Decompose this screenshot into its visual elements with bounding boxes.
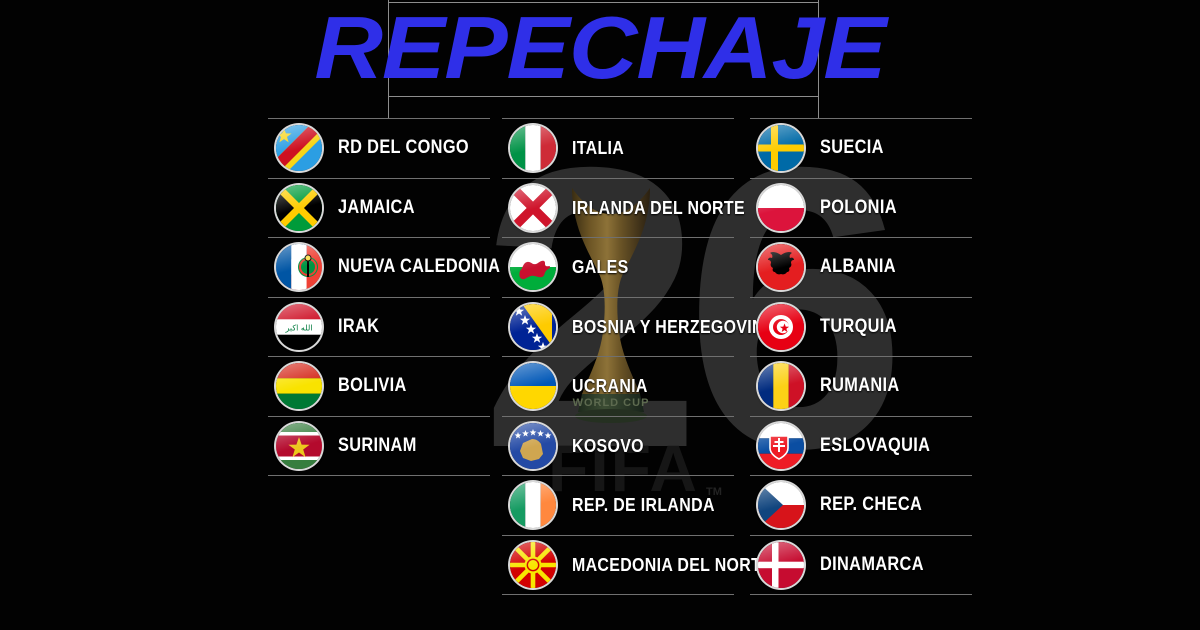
team-row[interactable]: الله اكبر IRAK: [268, 296, 490, 357]
team-name: IRAK: [338, 315, 380, 337]
team-name: MACEDONIA DEL NORTE: [572, 553, 773, 575]
team-column-1: RD DEL CONGO JAMAICA NUEVA CALEDONIA الله ا…: [268, 118, 500, 476]
title-rule-right: [818, 0, 819, 118]
team-name: ITALIA: [572, 137, 625, 159]
flag-icon-sr: [276, 422, 322, 469]
flag-icon-nir: [510, 184, 556, 231]
flag-icon-sk: [758, 422, 804, 469]
team-column-2: ITALIA IRLANDA DEL NORTE GALES BOSNIA Y HER…: [502, 118, 775, 595]
svg-text:الله اكبر: الله اكبر: [285, 323, 313, 332]
team-row[interactable]: MACEDONIA DEL NORTE: [502, 534, 772, 595]
team-name: RD DEL CONGO: [338, 137, 469, 159]
flag-icon-pl: [758, 184, 804, 231]
team-row[interactable]: TURQUIA: [750, 296, 972, 357]
team-row[interactable]: RUMANIA: [750, 356, 972, 416]
flag-icon-xk: [510, 422, 556, 469]
team-row[interactable]: POLONIA: [750, 177, 972, 238]
team-name: RUMANIA: [820, 375, 900, 397]
team-row[interactable]: DINAMARCA: [750, 534, 972, 595]
flag-icon-ie: [510, 482, 556, 529]
flag-icon-cz: [758, 482, 804, 529]
team-name: DINAMARCA: [820, 553, 924, 575]
team-row[interactable]: ALBANIA: [750, 237, 972, 297]
team-name: POLONIA: [820, 196, 897, 218]
team-row[interactable]: RD DEL CONGO: [268, 118, 490, 178]
team-row[interactable]: GALES: [502, 237, 734, 297]
team-name: KOSOVO: [572, 434, 644, 456]
team-name: NUEVA CALEDONIA: [338, 256, 501, 278]
team-column-3: SUECIA POLONIA ALBANIA TURQUIA RUMANIA ESLOVA…: [750, 118, 972, 595]
team-name: ALBANIA: [820, 256, 896, 278]
team-name: BOSNIA Y HERZEGOVINA: [572, 315, 776, 337]
flag-icon-bo: [276, 363, 322, 410]
team-name: REP. DE IRLANDA: [572, 494, 715, 516]
team-name: IRLANDA DEL NORTE: [572, 196, 745, 218]
team-row[interactable]: ESLOVAQUIA: [750, 415, 972, 476]
team-row[interactable]: UCRANIA: [502, 356, 734, 416]
flag-icon-se: [758, 125, 804, 172]
team-name: SUECIA: [820, 137, 884, 159]
team-name: REP. CHECA: [820, 494, 923, 516]
flag-icon-wal: [510, 244, 556, 291]
team-row[interactable]: BOSNIA Y HERZEGOVINA: [502, 296, 775, 357]
flag-icon-ba: [510, 303, 556, 350]
title-rule-left: [388, 0, 389, 118]
team-row[interactable]: ITALIA: [502, 118, 734, 178]
flag-icon-al: [758, 244, 804, 291]
team-row[interactable]: SUECIA: [750, 118, 972, 178]
flag-icon-ro: [758, 363, 804, 410]
page-title: REPECHAJE: [314, 0, 886, 97]
team-row[interactable]: BOLIVIA: [268, 356, 490, 416]
team-row[interactable]: NUEVA CALEDONIA: [268, 237, 500, 297]
flag-icon-cd: [276, 125, 322, 172]
flag-icon-jm: [276, 184, 322, 231]
team-row[interactable]: SURINAM: [268, 415, 490, 476]
flag-icon-it: [510, 125, 556, 172]
team-row[interactable]: REP. DE IRLANDA: [502, 475, 734, 535]
flag-icon-mk: [510, 541, 556, 588]
flag-icon-nc: [276, 244, 322, 291]
team-name: ESLOVAQUIA: [820, 434, 931, 456]
team-name: SURINAM: [338, 434, 417, 456]
team-name: JAMAICA: [338, 196, 415, 218]
flag-icon-iq: الله اكبر: [276, 303, 322, 350]
team-row[interactable]: IRLANDA DEL NORTE: [502, 177, 745, 238]
flag-icon-dk: [758, 541, 804, 588]
team-row[interactable]: JAMAICA: [268, 177, 490, 238]
flag-icon-ua: [510, 363, 556, 410]
qualification-board: RD DEL CONGO JAMAICA NUEVA CALEDONIA الله ا…: [0, 118, 1200, 630]
team-name: BOLIVIA: [338, 375, 407, 397]
team-name: TURQUIA: [820, 315, 897, 337]
flag-icon-tn: [758, 303, 804, 350]
team-row[interactable]: REP. CHECA: [750, 475, 972, 535]
title-rule-top: [388, 2, 818, 3]
team-name: UCRANIA: [572, 375, 648, 397]
team-name: GALES: [572, 256, 629, 278]
team-row[interactable]: KOSOVO: [502, 415, 734, 476]
title-rule-bottom: [388, 96, 818, 97]
